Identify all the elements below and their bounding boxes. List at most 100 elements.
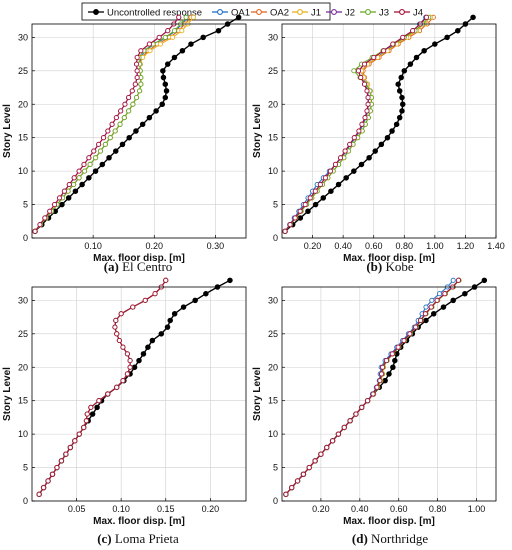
legend-label: OA1	[231, 8, 250, 19]
data-point	[164, 61, 171, 67]
data-point	[430, 311, 437, 317]
data-point	[88, 404, 94, 410]
data-point	[203, 290, 209, 297]
x-tick-label: 0.20	[146, 241, 164, 251]
data-point	[410, 28, 416, 34]
data-point	[455, 277, 462, 283]
data-point	[179, 28, 185, 34]
data-point	[335, 181, 342, 188]
data-point	[120, 378, 126, 384]
data-point	[356, 128, 362, 134]
y-tick-label: 30	[18, 32, 28, 42]
data-point	[133, 128, 139, 134]
data-point	[59, 201, 65, 208]
data-point	[305, 208, 311, 214]
data-point	[318, 451, 324, 457]
data-point	[113, 115, 119, 121]
legend-marker	[297, 9, 303, 15]
y-tick-label: 5	[23, 463, 28, 473]
data-point	[359, 404, 365, 410]
data-point	[170, 34, 176, 40]
legend-marker	[365, 9, 371, 15]
data-point	[365, 101, 371, 107]
series-j4	[32, 14, 182, 234]
y-tick-label: 10	[18, 166, 28, 176]
data-point	[365, 398, 371, 404]
data-point	[379, 371, 385, 377]
data-point	[76, 168, 82, 174]
y-tick-label: 30	[268, 295, 278, 305]
data-point	[134, 54, 140, 60]
data-point	[283, 491, 289, 497]
y-tick-label: 0	[23, 233, 28, 243]
data-point	[401, 337, 407, 344]
data-point	[351, 168, 357, 174]
data-point	[364, 88, 370, 94]
caption-name: Northridge	[368, 531, 429, 546]
data-point	[307, 195, 313, 201]
data-point	[437, 291, 443, 297]
data-point	[386, 371, 392, 377]
data-point	[455, 27, 461, 34]
data-point	[227, 277, 233, 284]
data-point	[131, 364, 138, 371]
data-point	[417, 317, 424, 323]
data-point	[413, 324, 419, 330]
data-point	[440, 304, 447, 310]
y-tick-label: 10	[268, 166, 278, 176]
y-tick-label: 5	[23, 200, 28, 210]
data-point	[422, 311, 428, 317]
y-tick-label: 20	[268, 362, 278, 372]
data-point	[127, 364, 133, 370]
caption-name: Loma Prieta	[112, 531, 179, 546]
data-point	[126, 134, 132, 141]
x-tick-label: 1.00	[468, 504, 486, 514]
data-point	[423, 304, 429, 310]
data-point	[86, 155, 92, 161]
y-axis-label: Story Level	[252, 367, 263, 421]
data-point	[163, 88, 170, 94]
y-tick-label: 15	[18, 396, 28, 406]
data-point	[130, 304, 136, 310]
data-point	[142, 297, 148, 303]
data-point	[399, 94, 405, 101]
chart-panel: 0.20 0.40 0.60 0.80 1.00 0 5 10 15 20 25 30 Max. flo…	[252, 277, 497, 546]
legend-label: Uncontrolled response	[107, 8, 202, 19]
data-point	[347, 418, 353, 424]
data-point	[76, 175, 82, 181]
chart-panel: 0.10 0.20 0.30 0 5 10 15 20 25 30 Max. floor disp.…	[2, 14, 247, 274]
data-point	[94, 404, 100, 411]
data-point	[49, 471, 56, 477]
data-point	[372, 148, 378, 154]
caption-letter: (c)	[97, 531, 111, 546]
data-point	[400, 101, 406, 107]
data-point	[374, 384, 380, 390]
x-tick-label: 0.05	[68, 504, 86, 514]
x-tick-label: 0.20	[202, 504, 220, 514]
data-point	[36, 491, 42, 497]
y-tick-label: 30	[268, 32, 278, 42]
legend-label: J1	[311, 8, 321, 19]
caption-name: Kobe	[382, 259, 414, 274]
x-tick-label: 0.15	[157, 504, 175, 514]
x-tick-label: 0.10	[84, 241, 102, 251]
data-point	[76, 431, 82, 437]
y-tick-label: 25	[268, 329, 278, 339]
data-point	[129, 88, 135, 94]
data-point	[58, 458, 64, 464]
data-point	[429, 297, 435, 303]
data-point	[130, 101, 136, 107]
data-point	[470, 14, 476, 21]
x-tick-label: 0.80	[429, 504, 447, 514]
data-point	[105, 128, 111, 134]
data-point	[134, 68, 140, 74]
data-point	[180, 304, 187, 310]
data-point	[335, 431, 341, 437]
x-tick-label: 0.60	[365, 241, 383, 251]
data-point	[32, 228, 38, 234]
legend-item: J2	[326, 8, 355, 19]
data-point	[52, 202, 58, 208]
data-point	[235, 14, 242, 21]
data-point	[89, 411, 96, 417]
data-point	[167, 317, 173, 324]
